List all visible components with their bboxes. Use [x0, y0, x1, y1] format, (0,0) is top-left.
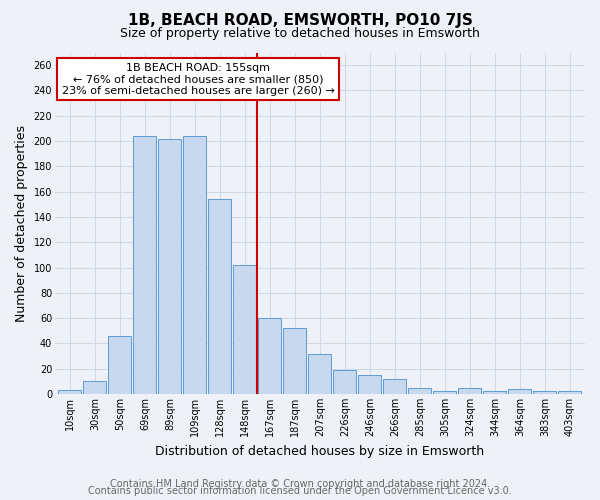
- Text: 1B BEACH ROAD: 155sqm
← 76% of detached houses are smaller (850)
23% of semi-det: 1B BEACH ROAD: 155sqm ← 76% of detached …: [62, 62, 335, 96]
- Bar: [484, 392, 506, 394]
- Bar: [184, 136, 206, 394]
- Bar: [508, 389, 532, 394]
- Bar: [133, 136, 157, 394]
- Bar: [358, 375, 382, 394]
- Bar: [533, 392, 556, 394]
- Bar: [158, 138, 181, 394]
- Bar: [308, 354, 331, 394]
- Text: 1B, BEACH ROAD, EMSWORTH, PO10 7JS: 1B, BEACH ROAD, EMSWORTH, PO10 7JS: [128, 12, 472, 28]
- Y-axis label: Number of detached properties: Number of detached properties: [15, 125, 28, 322]
- Bar: [383, 379, 406, 394]
- Text: Contains HM Land Registry data © Crown copyright and database right 2024.: Contains HM Land Registry data © Crown c…: [110, 479, 490, 489]
- Bar: [58, 390, 82, 394]
- Bar: [83, 382, 106, 394]
- Text: Contains public sector information licensed under the Open Government Licence v3: Contains public sector information licen…: [88, 486, 512, 496]
- Bar: [433, 392, 457, 394]
- Bar: [458, 388, 481, 394]
- Bar: [283, 328, 307, 394]
- Bar: [109, 336, 131, 394]
- Bar: [559, 392, 581, 394]
- X-axis label: Distribution of detached houses by size in Emsworth: Distribution of detached houses by size …: [155, 444, 485, 458]
- Bar: [409, 388, 431, 394]
- Bar: [259, 318, 281, 394]
- Text: Size of property relative to detached houses in Emsworth: Size of property relative to detached ho…: [120, 28, 480, 40]
- Bar: [208, 199, 232, 394]
- Bar: [233, 265, 256, 394]
- Bar: [334, 370, 356, 394]
